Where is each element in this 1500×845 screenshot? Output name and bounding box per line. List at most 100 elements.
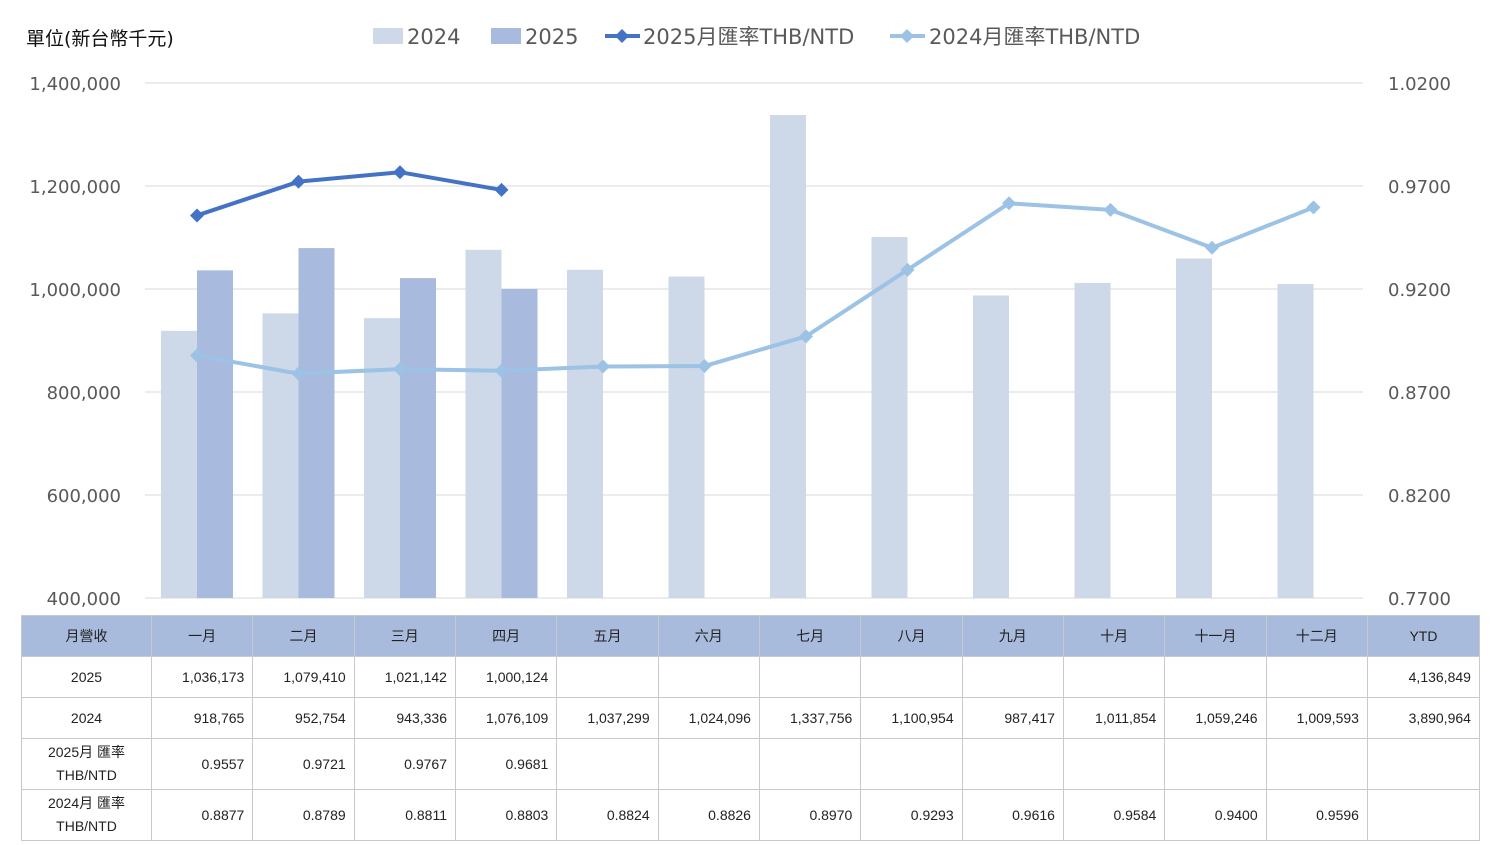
rate-2024-point [900,262,915,277]
table-row: 2024月 匯率 THB/NTD 0.8877 0.8789 0.8811 0.8803 0… [21,789,1480,841]
rate-2024-point [1306,200,1321,215]
table-cell [758,738,862,790]
table-header-cell: 一月 [150,615,254,657]
rate-2024-point [190,348,204,363]
table-cell [1062,738,1166,790]
table-cell: 1,076,109 [454,697,558,739]
table-cell: 0.9616 [961,789,1064,841]
legend-swatch-2025 [491,28,521,44]
table-cell: 3,890,964 [1366,697,1480,739]
table-cell [758,656,862,698]
table-cell: 0.8789 [252,789,355,841]
table-cell: 1,009,593 [1265,697,1368,739]
table-cell: 0.9721 [252,738,355,790]
table-cell: 1,024,096 [657,697,760,739]
y-axis-right: 0.7700 0.8200 0.8700 0.9200 0.9700 1.0200 [1388,74,1451,610]
unit-label: 單位(新台幣千元) [26,28,174,50]
table-cell: 943,336 [353,697,456,739]
table-cell [1366,738,1480,790]
legend-label-2025: 2025 [525,25,578,49]
table-cell: 0.9400 [1164,789,1267,841]
table-header-row: 月營收 一月 二月 三月 四月 五月 六月 七月 八月 九月 十月 十一月 十二月 YTD [21,615,1480,657]
row-label: 2024 [21,697,152,739]
grid-lines [145,82,1363,599]
table-cell [860,738,963,790]
table-cell [1062,656,1166,698]
y2-tick-label: 0.8700 [1388,383,1451,404]
legend-label-2024: 2024 [407,25,460,49]
table-cell: 1,037,299 [556,697,659,739]
table-cell: 918,765 [150,697,254,739]
table-cell: 987,417 [961,697,1064,739]
rate-2025-point [494,182,509,197]
bar-2025 [400,278,436,598]
bar-2024 [871,237,908,598]
table-cell [1265,656,1368,698]
table-cell: 0.8877 [150,789,254,841]
legend: 2024 2025 2025月匯率THB/NTD 2024月匯率THB/NTD [373,25,1140,49]
table-cell [556,656,659,698]
rate-2024-point [393,362,407,377]
table-cell [860,656,963,698]
y-axis-left: 400,000 600,000 800,000 1,000,000 1,200,000 1… [29,74,121,610]
y2-tick-label: 0.7700 [1388,589,1451,610]
table-cell: 1,036,173 [150,656,254,698]
lines [190,165,1321,381]
row-label: 2024月 匯率 THB/NTD [21,789,152,841]
table-header-cell: 三月 [353,615,456,657]
bar-2024 [770,115,806,598]
rate-2025-point [190,208,204,223]
table-cell: 0.9584 [1062,789,1166,841]
table-row: 2025月 匯率 THB/NTD 0.9557 0.9721 0.9767 0.9681 [21,738,1480,790]
table-cell: 1,011,854 [1062,697,1166,739]
table-cell [961,656,1064,698]
y2-tick-label: 0.9200 [1388,280,1451,301]
table-cell: 0.9596 [1265,789,1368,841]
bar-2024 [262,313,299,598]
table-cell: 1,059,246 [1164,697,1267,739]
bar-2024 [1176,258,1212,598]
table-header-cell: 九月 [961,615,1064,657]
table-cell [1265,738,1368,790]
rate-2024-line [196,201,1315,376]
table-cell: 0.9293 [860,789,963,841]
table-header-cell: 八月 [860,615,963,657]
table-cell [961,738,1064,790]
table-cell [1366,789,1480,841]
rate-2024-point [596,359,610,374]
table-cell [657,656,760,698]
table-header-cell: 五月 [556,615,659,657]
rate-2025-point [291,174,306,189]
table-cell: 952,754 [252,697,355,739]
revenue-table: 月營收 一月 二月 三月 四月 五月 六月 七月 八月 九月 十月 十一月 十二月 YTD 2025 1,0… [21,615,1480,841]
table-cell [556,738,659,790]
row-label: 2025 [21,656,152,698]
table-cell: 0.8811 [353,789,456,841]
rate-2024-point [697,359,712,374]
table-header-cell: 四月 [454,615,558,657]
row-label: 2025月 匯率 THB/NTD [21,738,152,790]
table-cell: 0.8824 [556,789,659,841]
rate-2024-point [1103,202,1118,217]
rate-2024-point [291,366,306,381]
legend-swatch-2024 [373,28,403,44]
legend-marker-2024 [900,29,914,43]
y-tick-label: 800,000 [47,383,121,404]
legend-label-rate-2024: 2024月匯率THB/NTD [929,25,1140,49]
table-header-cell: 十月 [1062,615,1166,657]
bar-2024 [973,295,1009,598]
rate-2025-point [393,165,407,180]
table-header-cell: YTD [1366,615,1480,657]
table-cell: 0.9767 [353,738,456,790]
rate-2025-line [196,170,502,218]
table-header-cell: 十一月 [1164,615,1267,657]
table-row: 2024 918,765 952,754 943,336 1,076,109 1,037,… [21,697,1480,739]
y2-tick-label: 0.9700 [1388,177,1451,198]
table-cell: 1,021,142 [353,656,456,698]
y-tick-label: 400,000 [47,589,121,610]
rate-2024-point [494,363,509,378]
table-header-cell: 七月 [758,615,862,657]
table-cell: 0.9557 [150,738,254,790]
bars [161,115,1314,598]
y2-tick-label: 1.0200 [1388,74,1451,95]
